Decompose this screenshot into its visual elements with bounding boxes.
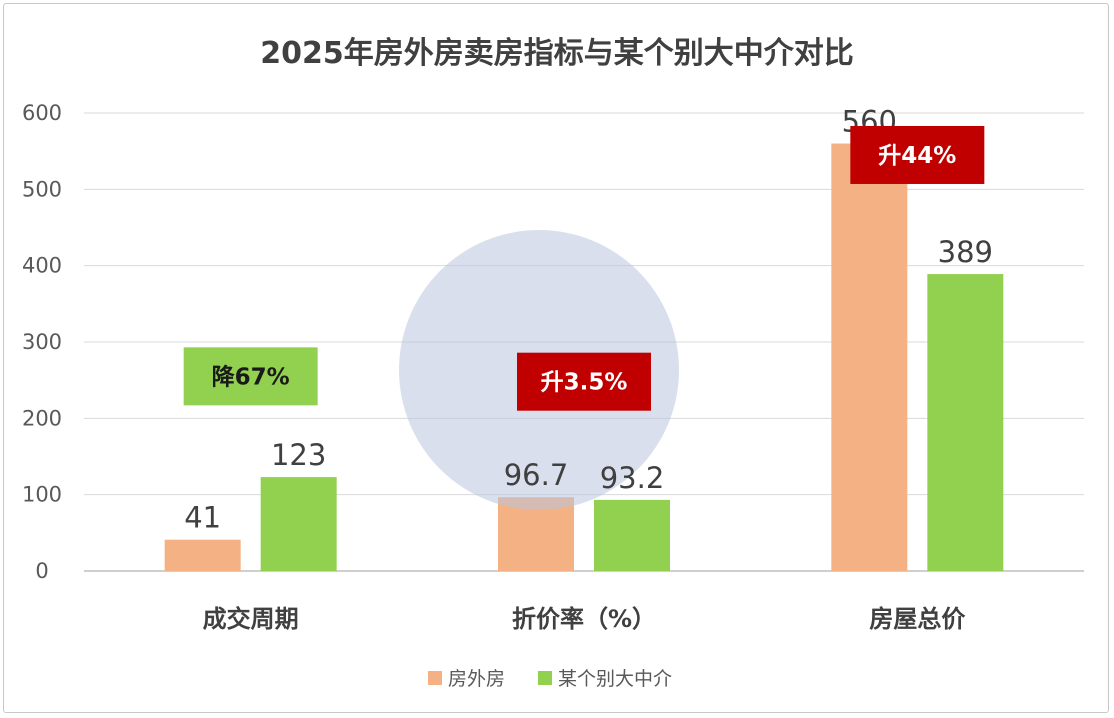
bar-series-b [594,499,670,571]
y-tick-label: 400 [22,254,62,278]
data-label: 93.2 [600,461,665,495]
x-category-label: 房屋总价 [869,605,966,633]
y-tick-label: 0 [35,559,48,583]
bar-series-a [831,143,908,572]
bars [164,143,1004,572]
change-annotation-text: 降67% [212,364,290,390]
change-annotation-text: 升3.5% [541,370,628,396]
data-label: 123 [271,438,326,472]
x-category-label: 成交周期 [203,605,299,633]
bar-series-a [164,539,241,571]
chart-title: 2025年房外房卖房指标与某个别大中介对比 [260,36,854,71]
y-tick-label: 600 [22,101,62,125]
y-tick-label: 200 [22,406,62,430]
legend-swatch [538,671,552,685]
y-tick-label: 300 [22,330,62,354]
data-label: 41 [184,501,221,535]
change-annotation-text: 升44% [878,143,956,169]
bar-series-b [260,477,337,571]
change-annotation-box [850,125,985,184]
legend-entry-label: 某个别大中介 [558,668,672,690]
y-tick-label: 500 [22,177,62,201]
y-tick-label: 100 [22,483,62,507]
change-annotations: 降67% 升3.5% 升44% [183,125,985,411]
legend-swatch [428,671,442,685]
bar-series-b [927,274,1004,571]
change-annotation-box [517,352,651,411]
data-label: 96.7 [504,458,569,492]
legend-entry-label: 房外房 [448,668,505,690]
legend: 房外房 某个别大中介 [428,668,672,690]
change-annotation-box [183,347,318,406]
x-category-label: 折价率（%） [512,605,656,633]
y-axis-ticks: 0 100 200 300 400 500 600 [22,101,62,583]
x-axis-labels: 成交周期 折价率（%） 房屋总价 [203,605,967,633]
data-label: 389 [938,235,993,269]
